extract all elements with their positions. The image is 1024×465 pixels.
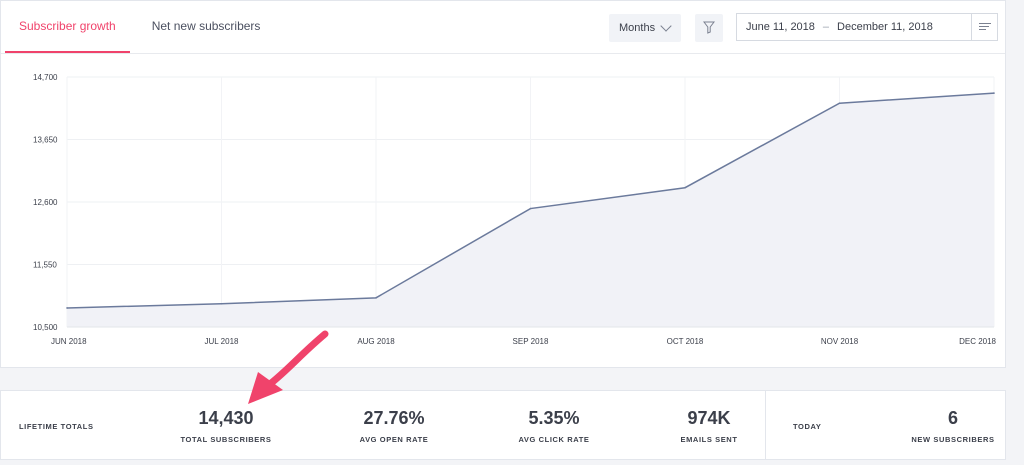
x-tick-label: NOV 2018 [821, 337, 859, 346]
data-point [838, 102, 841, 104]
report-card: Subscriber growth Net new subscribers Mo… [0, 0, 1006, 368]
stat-new-subscribers: 6 NEW SUBSCRIBERS [893, 408, 1013, 444]
report-tabs: Subscriber growth Net new subscribers [5, 1, 282, 53]
x-tick-label: AUG 2018 [357, 337, 395, 346]
data-point [684, 186, 686, 189]
stats-bar: LIFETIME TOTALS 14,430 TOTAL SUBSCRIBERS… [0, 390, 1006, 460]
funnel-icon [703, 21, 715, 34]
lifetime-totals-label: LIFETIME TOTALS [19, 422, 94, 431]
chevron-down-icon [660, 20, 672, 32]
x-tick-label: DEC 2018 [959, 337, 996, 346]
x-tick-label: JUN 2018 [51, 337, 87, 346]
stat-emails-sent: 974K EMAILS SENT [649, 408, 769, 444]
date-end: December 11, 2018 [837, 21, 933, 33]
period-dropdown-label: Months [619, 22, 656, 34]
date-separator: – [822, 21, 830, 33]
header-divider [1, 53, 1005, 54]
y-tick-label: 11,550 [33, 261, 57, 270]
stat-avg-open-rate: 27.76% AVG OPEN RATE [334, 408, 454, 444]
filter-button[interactable] [695, 14, 723, 42]
x-tick-label: OCT 2018 [667, 337, 704, 346]
y-tick-label: 12,600 [33, 198, 58, 207]
emails-sent-value: 974K [687, 408, 731, 428]
data-point [375, 297, 377, 299]
data-point [993, 92, 995, 94]
lines-icon-bar [979, 26, 989, 27]
x-tick-label: JUL 2018 [205, 337, 240, 346]
emails-sent-label: EMAILS SENT [680, 435, 738, 444]
avg-open-rate-value: 27.76% [363, 408, 425, 428]
lines-icon [979, 23, 991, 24]
avg-click-rate-value: 5.35% [528, 408, 580, 428]
new-subscribers-value: 6 [947, 408, 958, 428]
date-menu-button[interactable] [971, 14, 997, 40]
tab-subscriber-growth[interactable]: Subscriber growth [5, 1, 130, 53]
y-tick-label: 13,650 [33, 136, 58, 145]
total-subscribers-label: TOTAL SUBSCRIBERS [180, 435, 272, 444]
y-tick-label: 14,700 [33, 73, 58, 82]
date-range-picker[interactable]: June 11, 2018 – December 11, 2018 [736, 13, 998, 41]
stat-total-subscribers: 14,430 TOTAL SUBSCRIBERS [166, 408, 286, 444]
today-label: TODAY [793, 422, 822, 431]
y-tick-label: 10,500 [33, 323, 58, 332]
period-dropdown[interactable]: Months [609, 14, 681, 42]
data-point [220, 302, 223, 305]
subscriber-growth-chart: 10,500 11,550 12,600 13,650 14,700 JUN 2018 JU… [33, 73, 997, 346]
stats-divider [765, 391, 766, 459]
new-subscribers-label: NEW SUBSCRIBERS [911, 435, 995, 444]
avg-click-rate-label: AVG CLICK RATE [518, 435, 590, 444]
x-tick-label: SEP 2018 [513, 337, 549, 346]
lines-icon-bar [979, 29, 986, 30]
avg-open-rate-label: AVG OPEN RATE [359, 435, 429, 444]
data-point [529, 207, 532, 210]
tab-net-new-subscribers[interactable]: Net new subscribers [151, 19, 261, 33]
stat-avg-click-rate: 5.35% AVG CLICK RATE [494, 408, 614, 444]
date-start: June 11, 2018 [746, 21, 815, 33]
series-area [67, 93, 994, 327]
total-subscribers-value: 14,430 [198, 408, 254, 428]
data-point [66, 307, 68, 309]
